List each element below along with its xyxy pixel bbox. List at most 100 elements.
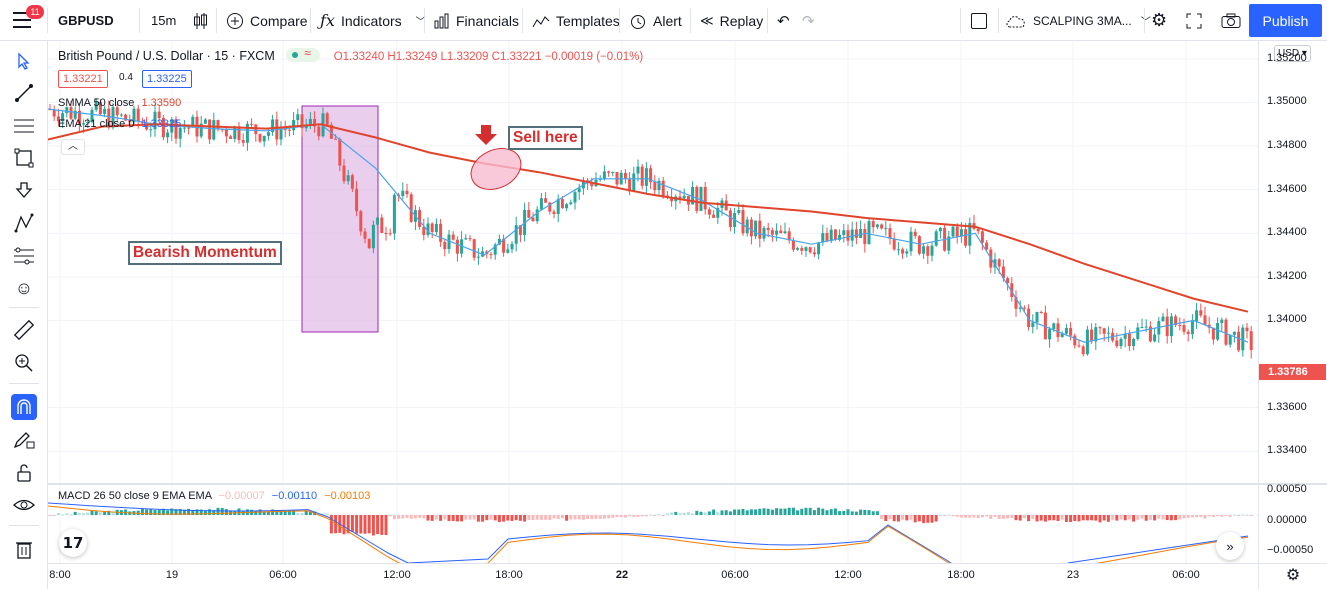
lock-tool[interactable] [12, 461, 36, 485]
collapse-legend-button[interactable]: ︿ [61, 139, 85, 155]
candle-body [980, 231, 984, 243]
settings-button[interactable]: ⚙ [1151, 0, 1167, 41]
templates-button[interactable]: Templates [532, 0, 620, 41]
macd-histogram-bar [464, 515, 468, 520]
macd-histogram-bar [1186, 515, 1190, 518]
macd-histogram-bar [745, 510, 749, 515]
macd-histogram-bar [342, 515, 346, 535]
macd-histogram-bar [359, 515, 363, 534]
tradingview-logo[interactable]: 𝟭𝟳 [59, 529, 87, 557]
macd-histogram-bar [275, 510, 279, 515]
macd-histogram-bar [304, 511, 308, 515]
chart-settings-button[interactable]: ⚙ [1258, 563, 1327, 589]
magnet-tool[interactable] [11, 394, 37, 420]
financials-button[interactable]: Financials [434, 0, 519, 41]
measure-tool[interactable] [12, 318, 36, 342]
pattern-tool[interactable] [12, 211, 36, 235]
sell-here-label[interactable]: Sell here [508, 126, 583, 150]
macd-histogram-bar [485, 515, 489, 521]
time-axis[interactable]: 8:00 19 06:00 12:00 18:00 22 06:00 12:00 18:00 23… [48, 563, 1258, 589]
indicators-button[interactable]: ƒx Indicators ﹀ [320, 0, 426, 41]
ask-price-box[interactable]: 1.33225 [142, 70, 192, 88]
templates-icon [532, 15, 550, 27]
replay-button[interactable]: ≪ Replay [700, 0, 763, 41]
chevron-down-icon[interactable]: ﹀ [415, 17, 426, 28]
annotation-tool[interactable] [12, 178, 36, 202]
macd-histogram-bar [976, 515, 980, 519]
fib-tool[interactable] [12, 114, 36, 138]
macd-legend[interactable]: MACD 26 50 close 9 EMA EMA −0.00007 −0.0… [58, 490, 370, 502]
candle-body [124, 114, 128, 121]
macd-histogram-bar [1022, 515, 1026, 519]
macd-histogram-bar [691, 513, 695, 515]
candle-body [1035, 312, 1039, 323]
layout-name-button[interactable]: SCALPING 3MA... ﹀ [1005, 0, 1151, 41]
ema-label: EMA 21 close 0 [58, 118, 135, 130]
candle-body [552, 211, 556, 215]
bid-price-box[interactable]: 1.33221 [58, 70, 108, 88]
chart-type-button[interactable] [193, 0, 209, 41]
function-icon: ƒx [320, 11, 335, 30]
candle-body [850, 229, 854, 241]
candle-body [103, 108, 107, 115]
snapshot-button[interactable] [1221, 0, 1241, 41]
forecast-tool[interactable] [12, 244, 36, 268]
compare-button[interactable]: Compare [226, 0, 308, 41]
trendline-tool[interactable] [12, 81, 36, 105]
fullscreen-button[interactable] [1186, 0, 1202, 41]
ema-legend[interactable]: EMA 21 close 0 1.33325 [58, 118, 181, 130]
candle-body [346, 175, 350, 182]
candle-body [145, 123, 149, 130]
macd-histogram-bar [880, 515, 884, 520]
scroll-to-realtime-button[interactable]: » [1216, 532, 1244, 560]
visibility-tool[interactable] [12, 493, 36, 517]
macd-histogram-bar [208, 509, 212, 515]
candle-body [262, 135, 266, 142]
price-chart[interactable] [48, 41, 1258, 563]
macd-histogram-bar [1144, 515, 1148, 521]
time-tick-label: 06:00 [721, 569, 749, 581]
macd-histogram-bar [510, 515, 514, 521]
candle-body [338, 139, 342, 166]
candle-body [590, 183, 594, 187]
candle-body [367, 238, 371, 249]
emoji-tool[interactable]: ☺ [12, 276, 36, 300]
chart-pane[interactable]: British Pound / U.S. Dollar · 15 · FXCM … [48, 41, 1258, 563]
candle-body [56, 116, 60, 122]
candle-body [296, 114, 300, 121]
candle-body [1018, 307, 1022, 309]
macd-histogram-bar [279, 510, 283, 515]
menu-icon[interactable] [13, 12, 35, 30]
macd-histogram-bar [195, 509, 199, 515]
publish-button[interactable]: Publish [1249, 4, 1322, 37]
macd-histogram-bar [695, 510, 699, 515]
layout-button[interactable] [971, 0, 987, 41]
candle-body [1052, 323, 1056, 330]
candle-body [506, 249, 510, 253]
zoom-tool[interactable] [12, 351, 36, 375]
macd-histogram-bar [678, 513, 682, 515]
candle-body [245, 123, 249, 143]
stay-drawing-tool[interactable] [12, 428, 36, 452]
interval-button[interactable]: 15m [151, 0, 176, 41]
price-tick-label: 1.34800 [1267, 139, 1307, 152]
shape-tool[interactable] [12, 146, 36, 170]
remove-drawings-tool[interactable] [12, 537, 36, 561]
candle-body [1123, 333, 1127, 339]
alert-button[interactable]: Alert [629, 0, 682, 41]
macd-histogram-bar [103, 511, 107, 515]
instrument-title: British Pound / U.S. Dollar · 15 · FXCM [58, 49, 275, 63]
candle-body [229, 136, 233, 139]
candle-body [287, 129, 291, 131]
symbol-search-button[interactable]: GBPUSD [58, 0, 114, 41]
price-axis[interactable]: USD ▾ 1.35200 1.35000 1.34800 1.34600 1.3440… [1258, 41, 1327, 563]
smma-legend[interactable]: SMMA 50 close 1.33590 [58, 97, 181, 109]
candle-body [1064, 328, 1068, 334]
cursor-tool[interactable] [12, 49, 36, 73]
macd-histogram-bar [623, 515, 627, 518]
currency-selector[interactable]: USD ▾ [1274, 45, 1311, 62]
pane-separator[interactable] [48, 483, 1327, 485]
undo-button[interactable]: ↶ [777, 0, 790, 41]
bearish-momentum-label[interactable]: Bearish Momentum [128, 241, 282, 265]
redo-button[interactable]: ↷ [802, 0, 815, 41]
